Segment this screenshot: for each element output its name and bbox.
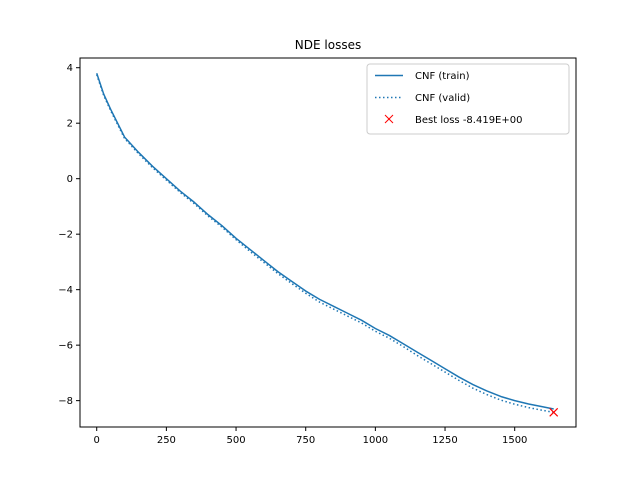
legend-swatch-best-loss — [384, 114, 394, 124]
x-tick-label: 500 — [226, 435, 245, 446]
x-tick-label: 750 — [296, 435, 315, 446]
x-tick-label: 1250 — [432, 435, 457, 446]
series-line-valid — [96, 74, 554, 414]
plot-frame — [79, 57, 577, 428]
chart-title: NDE losses — [295, 38, 361, 52]
y-axis: 4 2 0 −2 −4 −6 −8 — [58, 63, 80, 407]
best-loss-marker — [549, 407, 559, 417]
x-tick-label: 1500 — [502, 435, 527, 446]
legend-label-best-loss: Best loss -8.419E+00 — [415, 115, 522, 126]
x-axis: 0 250 500 750 1000 1250 1500 — [94, 427, 527, 446]
x-tick-label: 250 — [157, 435, 176, 446]
legend-label-train: CNF (train) — [415, 71, 470, 82]
marker-layer — [549, 407, 559, 417]
x-tick-label: 0 — [94, 435, 100, 446]
legend: CNF (train) CNF (valid) Best loss -8.419… — [366, 63, 570, 135]
legend-box — [366, 63, 570, 135]
y-tick-label: −4 — [58, 285, 73, 296]
y-tick-label: −8 — [58, 396, 73, 407]
y-tick-label: 4 — [67, 63, 73, 74]
series-line-train — [96, 73, 554, 410]
y-tick-label: 2 — [67, 119, 73, 130]
y-tick-label: −6 — [58, 341, 73, 352]
series-layer — [96, 73, 554, 414]
legend-label-valid: CNF (valid) — [415, 93, 470, 104]
y-tick-label: 0 — [67, 174, 73, 185]
x-tick-label: 1000 — [363, 435, 388, 446]
y-tick-label: −2 — [58, 230, 73, 241]
